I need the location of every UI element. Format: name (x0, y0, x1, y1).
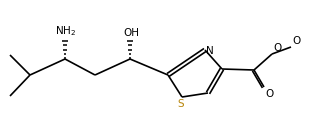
Text: O: O (273, 43, 281, 53)
Text: S: S (178, 99, 184, 109)
Text: N: N (206, 46, 214, 56)
Text: O: O (265, 89, 273, 99)
Text: OH: OH (123, 28, 139, 38)
Text: O: O (292, 36, 300, 46)
Text: NH$_2$: NH$_2$ (55, 24, 77, 38)
